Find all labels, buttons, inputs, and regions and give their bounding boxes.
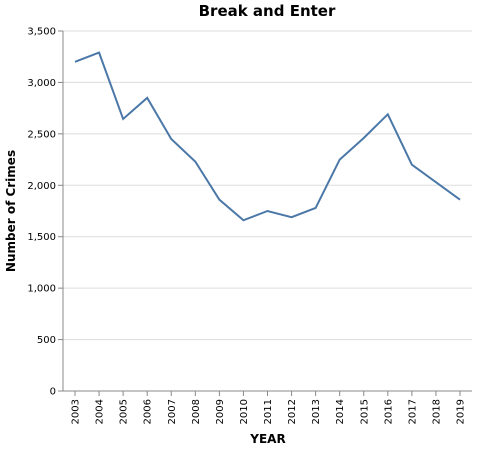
- y-tick-label: 3,500: [27, 27, 56, 38]
- series-line: [74, 51, 461, 222]
- x-tick-label: 2012: [287, 399, 298, 424]
- y-tick-label: 0: [50, 387, 56, 398]
- x-tick-label: 2014: [335, 399, 346, 424]
- axes: 0 500 1,000 1,500 2,000 2,500 3,000 3,500 2003 20…: [27, 27, 472, 424]
- x-tick-label: 2004: [95, 399, 106, 424]
- x-tick-label: 2011: [263, 399, 274, 424]
- series-lines: [74, 51, 461, 222]
- y-axis-title: Number of Crimes: [4, 150, 18, 272]
- x-tick-label: 2013: [311, 399, 322, 424]
- x-tick-label: 2016: [383, 399, 394, 424]
- x-tick-label: 2015: [359, 399, 370, 424]
- x-tick-label: 2009: [215, 399, 226, 424]
- grid: [63, 30, 472, 392]
- x-tick-label: 2003: [71, 399, 82, 424]
- x-tick-label: 2019: [456, 399, 467, 424]
- chart-title: Break and Enter: [199, 2, 336, 20]
- y-tick-label: 3,000: [27, 78, 56, 89]
- x-tick-label: 2006: [143, 399, 154, 424]
- x-tick-label: 2017: [407, 399, 418, 424]
- y-tick-label: 2,000: [27, 181, 56, 192]
- y-tick-label: 1,000: [27, 284, 56, 295]
- x-tick-label: 2010: [239, 399, 250, 424]
- x-tick-label: 2018: [431, 399, 442, 424]
- x-tick-label: 2005: [119, 399, 130, 424]
- x-axis-title: YEAR: [249, 432, 285, 446]
- y-tick-label: 500: [37, 335, 56, 346]
- x-tick-label: 2007: [167, 399, 178, 424]
- y-tick-label: 2,500: [27, 129, 56, 140]
- x-tick-label: 2008: [191, 399, 202, 424]
- y-tick-label: 1,500: [27, 232, 56, 243]
